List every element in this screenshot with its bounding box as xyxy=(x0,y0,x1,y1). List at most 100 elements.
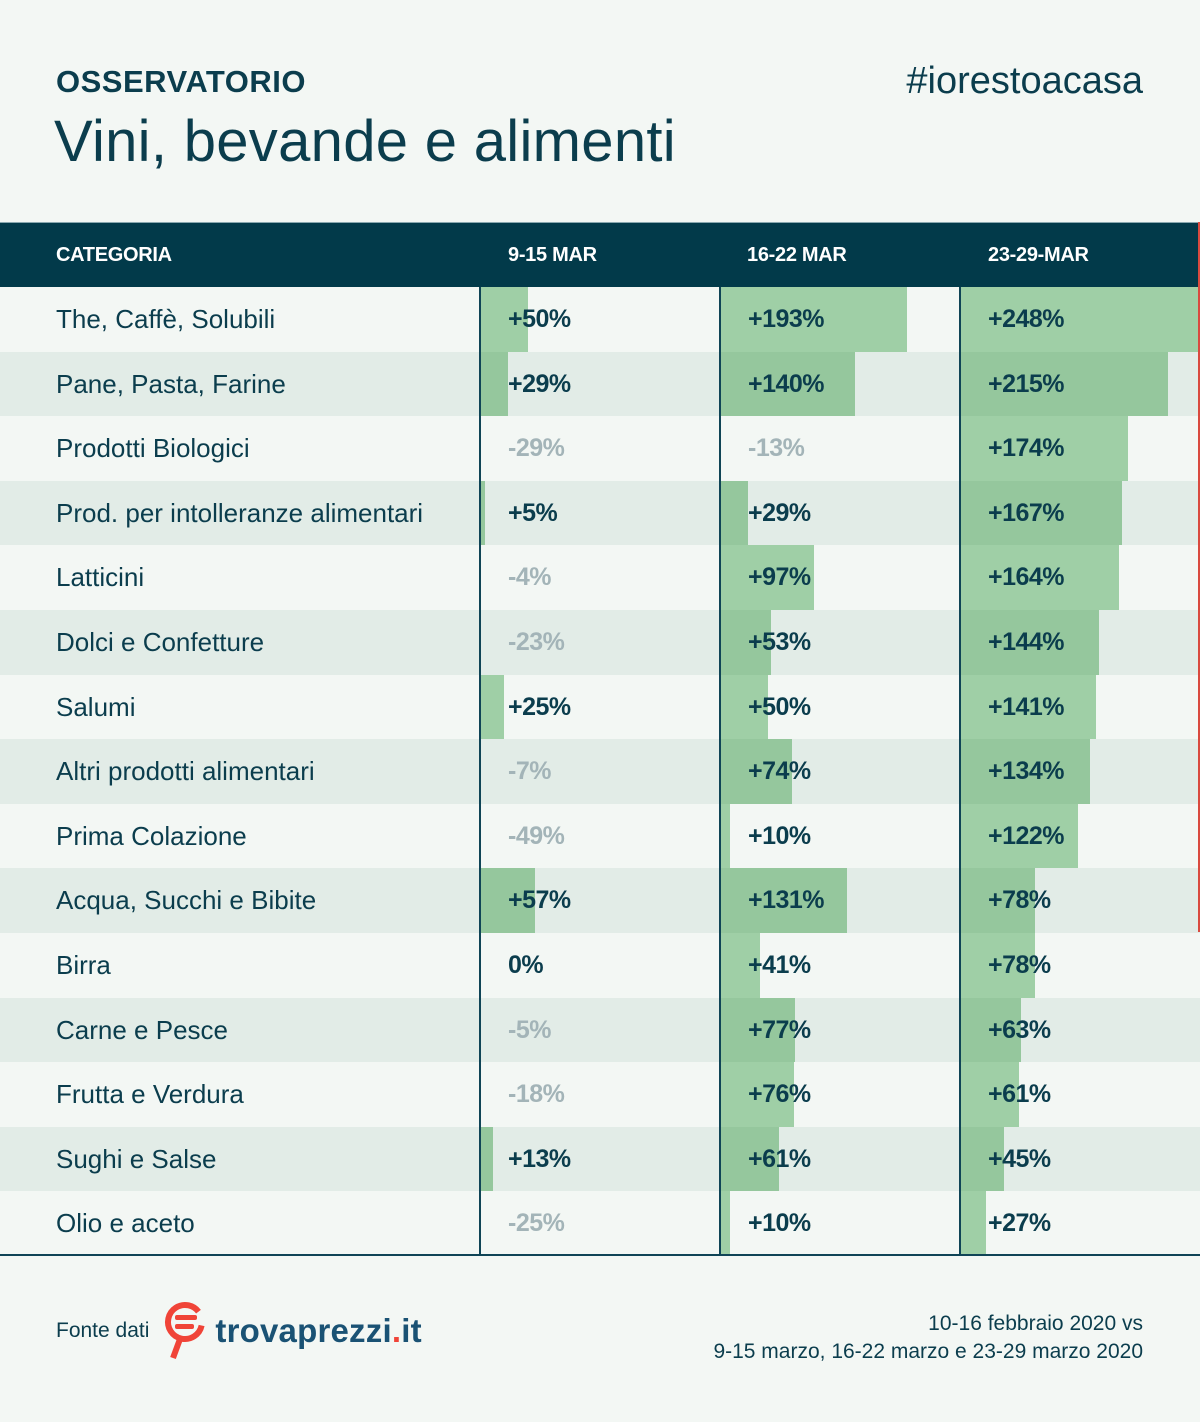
value-cell: +27% xyxy=(960,1191,1200,1256)
value-bar xyxy=(720,803,730,869)
value-cell: +25% xyxy=(480,674,720,740)
value-text: -18% xyxy=(508,1080,565,1109)
value-cell: +74% xyxy=(720,739,960,804)
value-cell: +63% xyxy=(960,997,1200,1063)
table-row: Prod. per intolleranze alimentari +5% +29%… xyxy=(0,480,1200,546)
value-bar xyxy=(720,1126,780,1192)
value-text: +50% xyxy=(748,692,811,721)
value-text: +77% xyxy=(748,1015,811,1044)
table-row: Olio e aceto -25% +10% +27% xyxy=(0,1191,1200,1256)
column-divider xyxy=(479,287,481,1255)
value-cell: +10% xyxy=(720,803,960,869)
value-bar xyxy=(960,609,1100,675)
value-cell: -5% xyxy=(480,998,720,1063)
category-label: The, Caffè, Solubili xyxy=(56,304,276,334)
table-row: Dolci e Confetture -23% +53% +144% xyxy=(0,609,1200,675)
value-bar xyxy=(720,287,907,352)
value-cell: +76% xyxy=(720,1062,960,1127)
category-label: Altri prodotti alimentari xyxy=(56,756,315,787)
value-text: +141% xyxy=(988,692,1065,721)
category-label: Pane, Pasta, Farine xyxy=(56,368,286,399)
value-bar xyxy=(720,997,795,1063)
value-text: +97% xyxy=(748,563,811,592)
value-cell: +29% xyxy=(720,480,960,546)
value-cell: +53% xyxy=(720,609,960,675)
value-cell: +193% xyxy=(720,287,960,352)
header-kicker: OSSERVATORIO xyxy=(56,64,307,99)
value-cell: -25% xyxy=(480,1191,720,1256)
edge-accent-line xyxy=(1198,222,1200,932)
value-cell: +164% xyxy=(960,545,1200,610)
category-label: Prod. per intolleranze alimentari xyxy=(56,497,424,528)
value-bar xyxy=(960,1191,987,1256)
value-text: +76% xyxy=(748,1080,811,1109)
value-cell: +61% xyxy=(720,1126,960,1192)
value-cell: +167% xyxy=(960,480,1200,546)
value-cell: +78% xyxy=(960,868,1200,933)
value-cell: -13% xyxy=(720,416,960,481)
value-cell: +215% xyxy=(960,351,1200,417)
logo-tld: it xyxy=(401,1312,422,1349)
value-text: +41% xyxy=(748,950,811,979)
value-text: -29% xyxy=(508,434,565,463)
value-cell: +77% xyxy=(720,997,960,1063)
table-body: The, Caffè, Solubili +50% +193% +248% Pane, … xyxy=(0,287,1200,1256)
value-bar xyxy=(960,416,1129,481)
column-header-categoria: CATEGORIA xyxy=(56,244,172,266)
table-row: Prima Colazione -49% +10% +122% xyxy=(0,803,1200,869)
value-bar xyxy=(960,287,1200,352)
value-bar xyxy=(480,480,485,546)
value-cell: +131% xyxy=(720,868,960,933)
value-cell: +97% xyxy=(720,545,960,610)
value-cell: +45% xyxy=(960,1126,1200,1192)
value-bar xyxy=(480,868,536,933)
source-block: Fonte dati trovaprezzi.it xyxy=(56,1300,422,1362)
source-label: Fonte dati xyxy=(56,1319,150,1342)
value-text: 0% xyxy=(508,950,544,979)
value-cell: +122% xyxy=(960,803,1200,869)
category-label: Latticini xyxy=(56,562,145,593)
category-label: Dolci e Confetture xyxy=(56,626,265,657)
value-text: +61% xyxy=(748,1144,811,1173)
value-text: +215% xyxy=(988,369,1065,398)
value-text: -7% xyxy=(508,757,551,786)
logo-name: trovaprezzi xyxy=(215,1312,392,1349)
value-cell: +50% xyxy=(720,674,960,740)
value-text: +248% xyxy=(988,305,1065,333)
value-bar xyxy=(960,480,1122,546)
page-title: Vini, bevande e alimenti xyxy=(54,109,676,174)
table-row: Latticini -4% +97% +164% xyxy=(0,545,1200,610)
period-note: 10-16 febbraio 2020 vs 9-15 marzo, 16-22… xyxy=(713,1310,1143,1366)
value-text: +131% xyxy=(748,886,825,915)
value-text: +164% xyxy=(988,563,1065,592)
value-text: -13% xyxy=(748,434,805,463)
value-cell: -7% xyxy=(480,739,720,804)
value-bar xyxy=(960,739,1090,804)
magnifier-e-icon xyxy=(165,1302,206,1360)
value-text: +167% xyxy=(988,498,1065,527)
value-bar xyxy=(720,480,749,546)
value-cell: +57% xyxy=(480,868,720,933)
value-cell: +140% xyxy=(720,351,960,417)
data-table: CATEGORIA 9-15 MAR 16-22 MAR 23-29-MAR T… xyxy=(0,222,1200,1256)
value-cell: +5% xyxy=(480,480,720,546)
table-row: The, Caffè, Solubili +50% +193% +248% xyxy=(0,287,1200,352)
value-text: +61% xyxy=(988,1080,1051,1109)
value-text: +63% xyxy=(988,1015,1051,1044)
value-cell: +141% xyxy=(960,674,1200,740)
value-bar xyxy=(960,351,1169,417)
value-text: +122% xyxy=(988,821,1065,850)
value-cell: -49% xyxy=(480,804,720,869)
value-cell: +248% xyxy=(960,287,1200,352)
trovaprezzi-logo: trovaprezzi.it xyxy=(215,1312,421,1350)
value-text: +13% xyxy=(508,1144,571,1173)
value-text: +5% xyxy=(508,498,558,527)
value-text: +29% xyxy=(508,369,571,398)
value-text: -49% xyxy=(508,821,565,850)
table-bottom-border xyxy=(0,1254,1200,1256)
category-label: Acqua, Succhi e Bibite xyxy=(56,885,317,916)
value-bar xyxy=(480,674,505,740)
table-row: Prodotti Biologici -29% -13% +174% xyxy=(0,416,1200,481)
table-row: Pane, Pasta, Farine +29% +140% +215% xyxy=(0,351,1200,417)
value-cell: 0% xyxy=(480,933,720,998)
